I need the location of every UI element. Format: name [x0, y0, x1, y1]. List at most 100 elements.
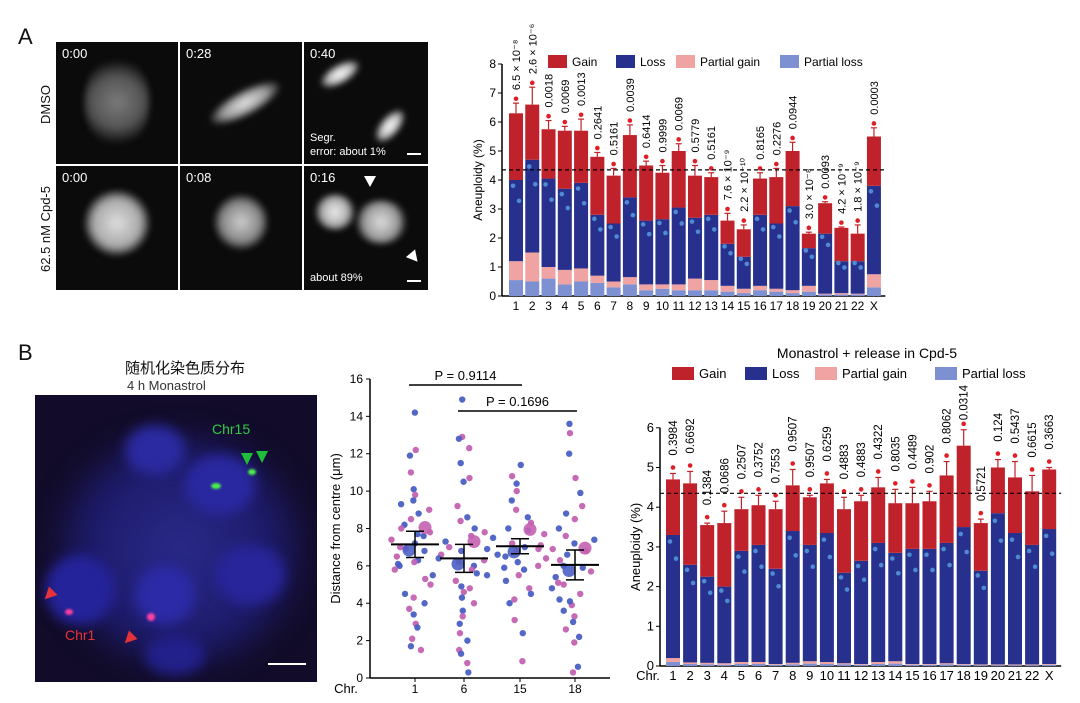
bar-segment-partial-gain [802, 661, 817, 664]
data-point [512, 506, 520, 513]
replicate-mean-dot [467, 535, 481, 549]
legend: Gain Loss Partial gain Partial loss [672, 366, 1026, 381]
replicate-dot [725, 598, 730, 604]
bar-segment-partial-loss [717, 664, 732, 666]
bar-segment-gain [1025, 491, 1040, 545]
replicate-dot [776, 583, 781, 589]
p-value-label: 0.1384 [702, 469, 714, 505]
replicate-dot [676, 137, 681, 142]
p-value-label: 0.5161 [609, 122, 621, 156]
data-point [427, 581, 434, 588]
bar-segment-partial-gain [871, 662, 886, 665]
bar-segment-partial-gain [818, 293, 833, 295]
p-value-label: 0.3984 [668, 420, 680, 456]
data-point [537, 542, 544, 549]
timestamp: 0:00 [62, 170, 88, 185]
p-value-label: 0.7553 [771, 448, 783, 483]
bar-segment-gain [720, 220, 735, 244]
replicate-dot [872, 546, 878, 552]
arrowhead-icon [405, 249, 423, 266]
p-value-label: 0.4322 [873, 424, 885, 459]
bar-segment-partial-gain [866, 274, 881, 288]
data-point [410, 594, 417, 601]
p-value-label: 0.0069 [560, 80, 572, 114]
bar-segment-partial-gain [671, 284, 686, 291]
replicate-dot [690, 580, 696, 586]
replicate-dot [913, 567, 918, 573]
bar-segment-partial-gain [1025, 664, 1040, 666]
micrograph-cpd5-t0: 0:00 [56, 166, 178, 290]
y-tick-label: 4 [647, 499, 654, 514]
data-point [527, 519, 535, 527]
replicate-mean-dot [451, 557, 465, 571]
replicate-dot [842, 265, 847, 270]
y-tick-label: 2 [647, 579, 654, 594]
data-point [411, 558, 418, 566]
legend-swatch-gain [548, 55, 567, 68]
bar-segment-loss [720, 243, 735, 286]
bar-segment-loss [639, 220, 654, 285]
micrograph-dmso-t0: 0:00 [56, 42, 178, 164]
data-point [420, 532, 427, 540]
green-arrowhead-icon [256, 451, 268, 463]
bar-segment-partial-loss [768, 664, 783, 666]
x-tick-label: X [870, 299, 878, 313]
bar-segment-partial-loss [834, 294, 849, 296]
p-value-label: 1.8 × 10⁻⁹ [853, 161, 865, 212]
data-point [414, 624, 421, 631]
replicate-dot [852, 260, 857, 266]
replicate-dot [793, 219, 798, 225]
bar-segment-partial-loss [818, 294, 833, 296]
x-tick-label: 5 [738, 668, 745, 683]
x-tick-label: 21 [835, 299, 849, 313]
replicate-mean-dot [507, 545, 521, 559]
replicate-dot [598, 227, 603, 232]
bar-segment-partial-loss [557, 284, 572, 296]
bar-segment-gain [769, 177, 784, 224]
replicate-mean-dot [562, 564, 576, 578]
p-value-label: P = 0.9114 [434, 368, 496, 383]
bar-segment-partial-gain [720, 285, 735, 292]
bar-segment-partial-loss [850, 294, 865, 296]
bar-segment-partial-gain [590, 275, 605, 283]
bar-segment-partial-gain [785, 290, 800, 294]
data-point [388, 536, 395, 543]
replicate-dot [777, 234, 782, 239]
x-tick-label: X [1045, 668, 1054, 683]
data-point [410, 486, 417, 493]
bar-segment-partial-loss [687, 290, 702, 296]
row-label-dmso: DMSO [38, 85, 53, 124]
data-point [458, 547, 465, 555]
bar-segment-partial-gain [939, 663, 954, 665]
data-point [466, 474, 473, 482]
data-point [515, 572, 522, 579]
bar-segment-gain [834, 227, 849, 262]
p-value-label: 0.6414 [641, 114, 653, 148]
replicate-dot [707, 590, 713, 596]
replicate-dot [838, 575, 844, 580]
bar-segment-loss [905, 548, 920, 665]
timestamp: 0:16 [310, 170, 336, 185]
x-tick-label: 11 [672, 299, 685, 313]
bar-segment-partial-gain [819, 662, 834, 665]
bar-segment-partial-loss [866, 287, 881, 296]
data-point [410, 611, 417, 618]
replicate-dot [667, 539, 673, 544]
bar-segment-loss [590, 214, 605, 276]
replicate-dot [559, 191, 565, 197]
bar-segment-partial-loss [769, 291, 784, 296]
p-value-label: 0.0003 [869, 81, 881, 115]
p-value-label: 0.4489 [907, 434, 919, 469]
replicate-dot [822, 195, 828, 200]
bar-segment-partial-loss [590, 282, 605, 296]
replicate-dot [759, 564, 764, 570]
data-point [458, 583, 465, 590]
bar-segment-gain [866, 136, 881, 186]
replicate-dot [578, 112, 584, 118]
legend-swatch-partial-gain [815, 367, 837, 380]
bar-segment-loss [671, 207, 686, 285]
replicate-dot [827, 554, 833, 560]
replicate-dot [896, 570, 901, 576]
replicate-dot [695, 229, 701, 235]
legend-swatch-partial-loss [935, 367, 957, 380]
